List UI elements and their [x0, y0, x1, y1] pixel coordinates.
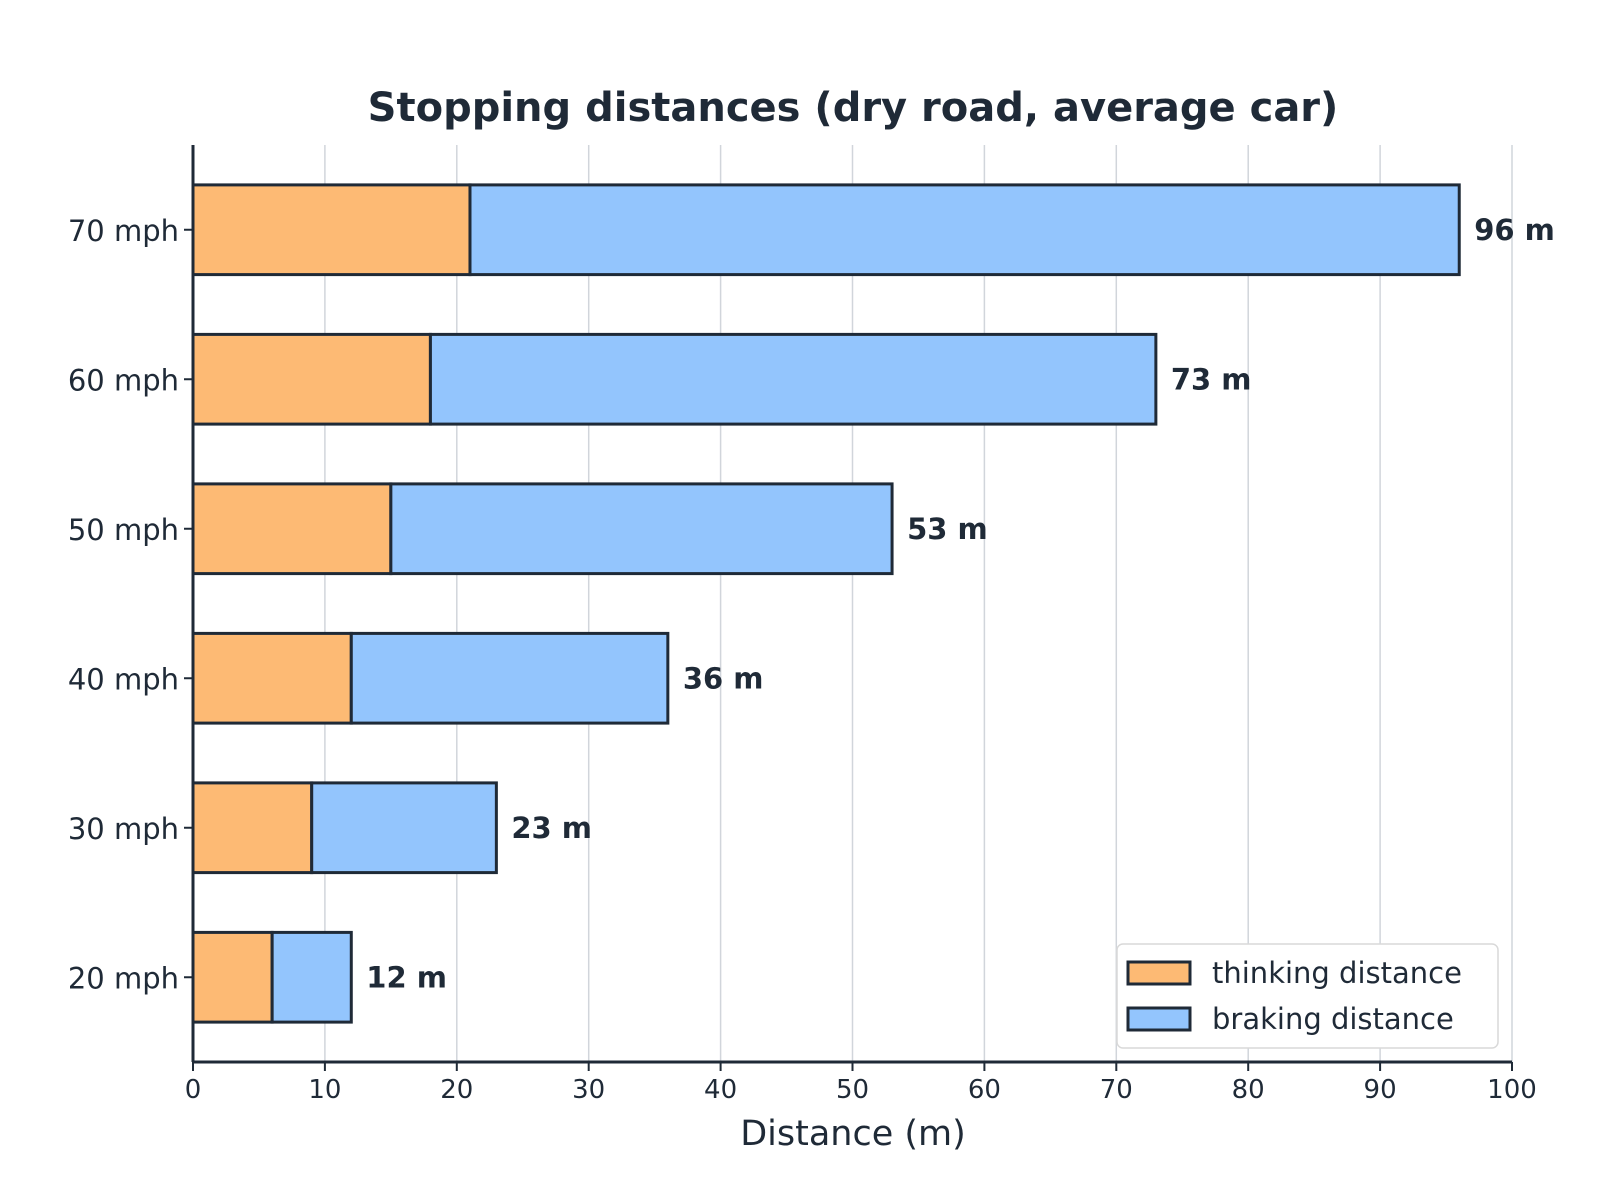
total-label-70-mph: 96 m	[1474, 213, 1555, 247]
bar-thinking-70-mph	[191, 183, 472, 277]
legend: thinking distance braking distance	[1116, 943, 1499, 1049]
bar-braking-50-mph	[389, 482, 894, 576]
legend-swatch-braking	[1126, 1006, 1192, 1032]
x-tick-label-40: 40	[704, 1075, 737, 1105]
total-label-20-mph: 12 m	[366, 960, 447, 994]
y-tick-label-40-mph: 40 mph	[68, 662, 179, 696]
legend-box	[1116, 943, 1499, 1049]
bar-thinking-50-mph	[191, 482, 393, 576]
bar-braking-20-mph	[270, 930, 353, 1024]
bar-thinking-40-mph	[191, 631, 353, 725]
grid-lines	[324, 145, 1513, 1062]
x-tick-label-80: 80	[1232, 1075, 1265, 1105]
x-tick-label-90: 90	[1364, 1075, 1397, 1105]
x-tick-label-0: 0	[185, 1075, 202, 1105]
bar-thinking-20-mph	[191, 930, 274, 1024]
y-tick-label-60-mph: 60 mph	[68, 363, 179, 397]
x-axis-label: Distance (m)	[740, 1114, 966, 1154]
legend-swatch-thinking	[1126, 960, 1192, 986]
y-tick-label-20-mph: 20 mph	[68, 961, 179, 995]
bar-braking-60-mph	[428, 332, 1158, 426]
x-tick-label-20: 20	[440, 1075, 473, 1105]
x-tick-label-100: 100	[1487, 1075, 1537, 1105]
bar-braking-30-mph	[310, 781, 498, 875]
x-tick-label-10: 10	[308, 1075, 341, 1105]
y-tick-label-70-mph: 70 mph	[68, 214, 179, 248]
bar-thinking-60-mph	[191, 332, 432, 426]
x-tick-label-70: 70	[1100, 1075, 1133, 1105]
total-label-30-mph: 23 m	[511, 811, 592, 845]
chart-title: Stopping distances (dry road, average ca…	[368, 85, 1339, 131]
y-tick-label-30-mph: 30 mph	[68, 812, 179, 846]
legend-label-braking: braking distance	[1212, 1002, 1454, 1036]
legend-label-thinking: thinking distance	[1212, 956, 1462, 990]
total-label-50-mph: 53 m	[907, 512, 988, 546]
bar-thinking-30-mph	[191, 781, 314, 875]
bar-braking-70-mph	[468, 183, 1461, 277]
total-label-60-mph: 73 m	[1171, 362, 1252, 396]
x-tick-label-30: 30	[572, 1075, 605, 1105]
x-tick-label-60: 60	[968, 1075, 1001, 1105]
bars	[191, 183, 1461, 1024]
labels: 12 m 20 mph 23 m 30 mph 36 m 40 mph 53 m 50 mph…	[68, 213, 1555, 1105]
bar-braking-40-mph	[349, 631, 670, 725]
total-label-40-mph: 36 m	[683, 661, 764, 695]
y-tick-label-50-mph: 50 mph	[68, 513, 179, 547]
axes	[184, 145, 1513, 1071]
x-tick-label-50: 50	[836, 1075, 869, 1105]
